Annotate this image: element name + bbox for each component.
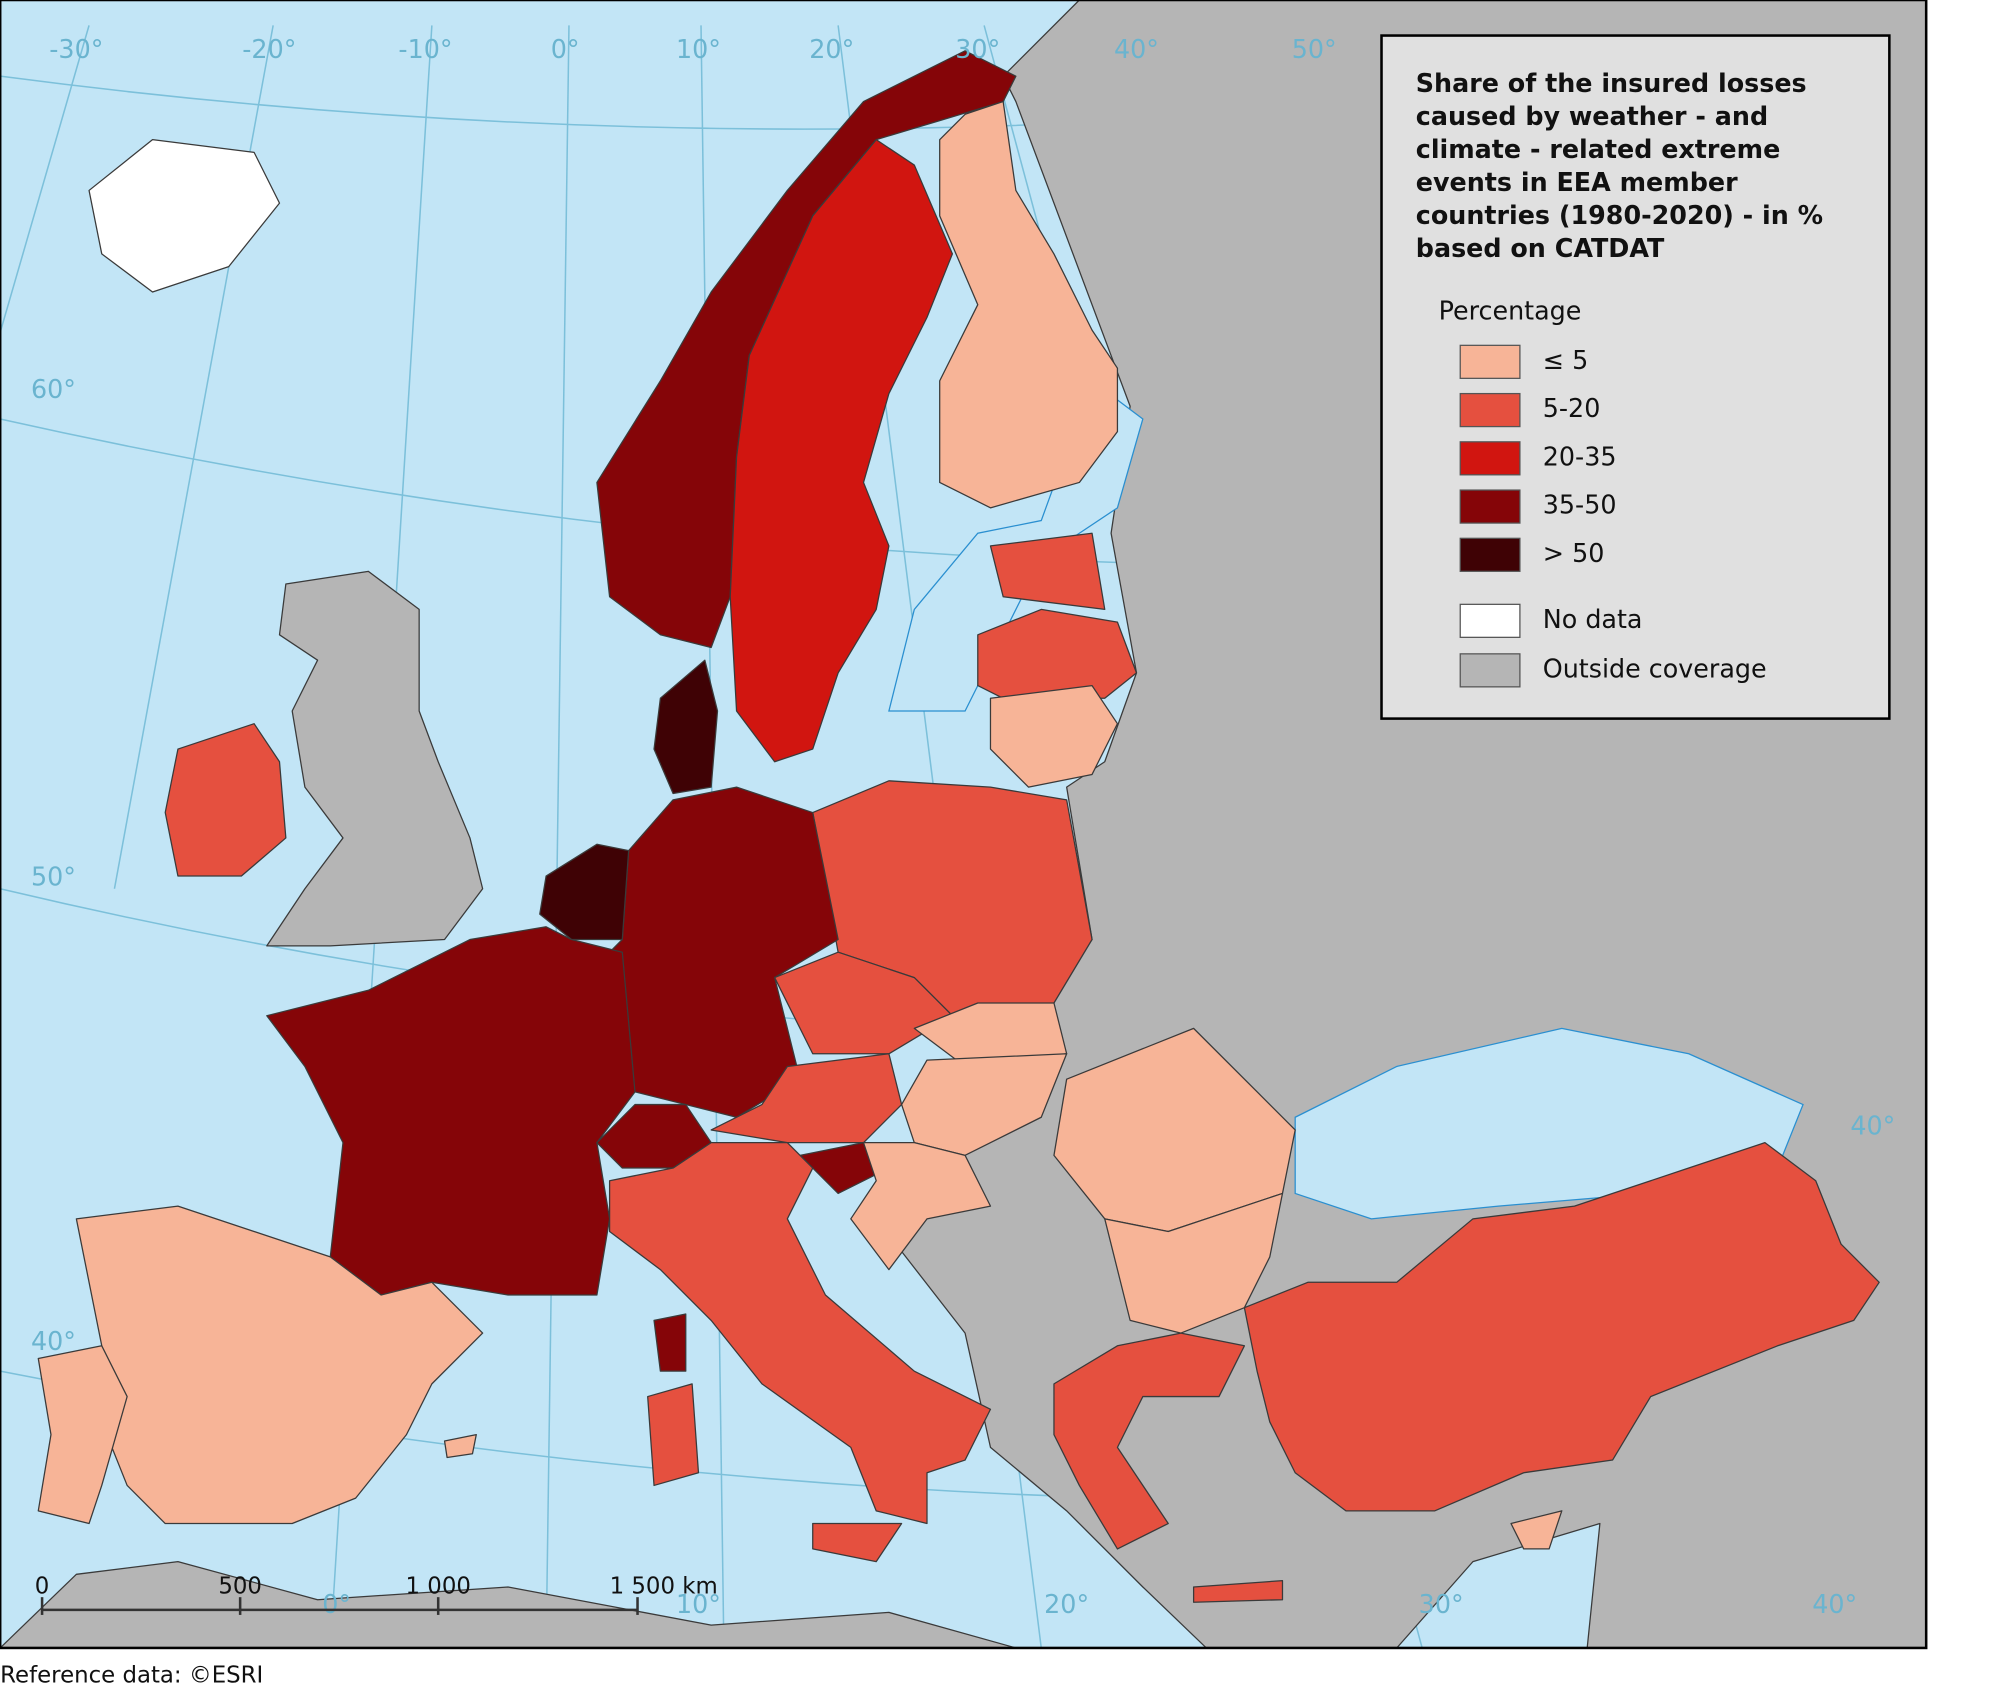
graticule-label: 0° xyxy=(322,1589,351,1619)
graticule-label: 10° xyxy=(676,1589,721,1619)
map-frame xyxy=(0,0,1928,1650)
graticule-label: 40° xyxy=(1114,34,1159,64)
scale-label: 1 500 km xyxy=(610,1574,718,1600)
title-line: events in EEA member xyxy=(1416,167,1738,197)
graticule-label: -20° xyxy=(242,34,296,64)
graticule-label: 60° xyxy=(31,374,76,404)
cyprus xyxy=(1510,1510,1563,1550)
title-line: caused by weather - and xyxy=(1416,101,1768,131)
austria xyxy=(710,1053,903,1144)
graticule-label: 0° xyxy=(551,34,580,64)
corsica xyxy=(653,1313,687,1372)
outside-africa xyxy=(0,1560,1017,1649)
graticule-label: 20° xyxy=(1044,1589,1089,1619)
graticule-label: 40° xyxy=(31,1326,76,1356)
scale-label: 1 000 xyxy=(405,1574,470,1600)
legend-label: > 50 xyxy=(1543,538,1605,568)
graticule-label: -10° xyxy=(398,34,452,64)
sicily xyxy=(812,1522,903,1563)
crete xyxy=(1192,1580,1284,1603)
title-line: countries (1980-2020) - in % xyxy=(1416,200,1823,230)
estonia xyxy=(989,532,1106,611)
scale-label: 500 xyxy=(218,1574,262,1600)
legend-swatch xyxy=(1459,441,1521,476)
graticule-label: 40° xyxy=(1812,1589,1857,1619)
graticule-label: -30° xyxy=(49,34,103,64)
portugal xyxy=(37,1345,128,1525)
legend-label: ≤ 5 xyxy=(1543,345,1588,375)
graticule-label: 50° xyxy=(1292,34,1337,64)
legend-swatch xyxy=(1459,489,1521,524)
legend-label: 20-35 xyxy=(1543,441,1617,471)
ireland xyxy=(164,723,287,877)
croatia xyxy=(850,1142,992,1271)
graticule-label: 20° xyxy=(809,34,854,64)
legend-label: No data xyxy=(1543,604,1643,634)
legend-swatch xyxy=(1459,392,1521,428)
graticule-label: 30° xyxy=(1419,1589,1464,1619)
finland xyxy=(939,100,1119,509)
iceland xyxy=(88,139,281,293)
italy xyxy=(608,1142,992,1525)
legend-label: 5-20 xyxy=(1543,393,1601,423)
denmark xyxy=(653,659,719,795)
netherlands xyxy=(539,843,630,941)
latvia xyxy=(977,608,1138,699)
legend-swatch xyxy=(1459,603,1521,638)
graticule-label: 30° xyxy=(955,34,1000,64)
source: Reference data: ©ESRI xyxy=(0,1662,263,1688)
title-line: Share of the insured losses xyxy=(1416,68,1807,98)
graticule-label: 50° xyxy=(31,862,76,892)
scale-bar: 0 500 1 000 1 500 km xyxy=(35,1574,718,1615)
turkey xyxy=(1243,1142,1880,1512)
graticule-label: 10° xyxy=(676,34,721,64)
legend-label: 35-50 xyxy=(1543,490,1617,520)
greece xyxy=(1053,1332,1246,1550)
legend-swatch xyxy=(1459,344,1521,379)
title-line: climate - related extreme xyxy=(1416,134,1781,164)
legend-label: Outside coverage xyxy=(1543,653,1767,683)
legend-items: ≤ 5 5-20 20-35 35-50 > 50 No data Outside cove… xyxy=(1459,344,1767,688)
title-line: based on CATDAT xyxy=(1416,233,1665,263)
legend-swatch xyxy=(1459,537,1521,572)
lithuania xyxy=(989,684,1119,788)
scale-label: 0 xyxy=(35,1574,50,1600)
sweden xyxy=(729,139,954,763)
graticule-label: 40° xyxy=(1850,1110,1895,1140)
bulgaria xyxy=(1104,1192,1284,1334)
sardinia xyxy=(647,1383,700,1487)
legend-heading: Percentage xyxy=(1439,295,1582,325)
legend-swatch xyxy=(1459,653,1521,688)
balearic xyxy=(443,1434,477,1459)
outside-uk xyxy=(266,570,484,947)
